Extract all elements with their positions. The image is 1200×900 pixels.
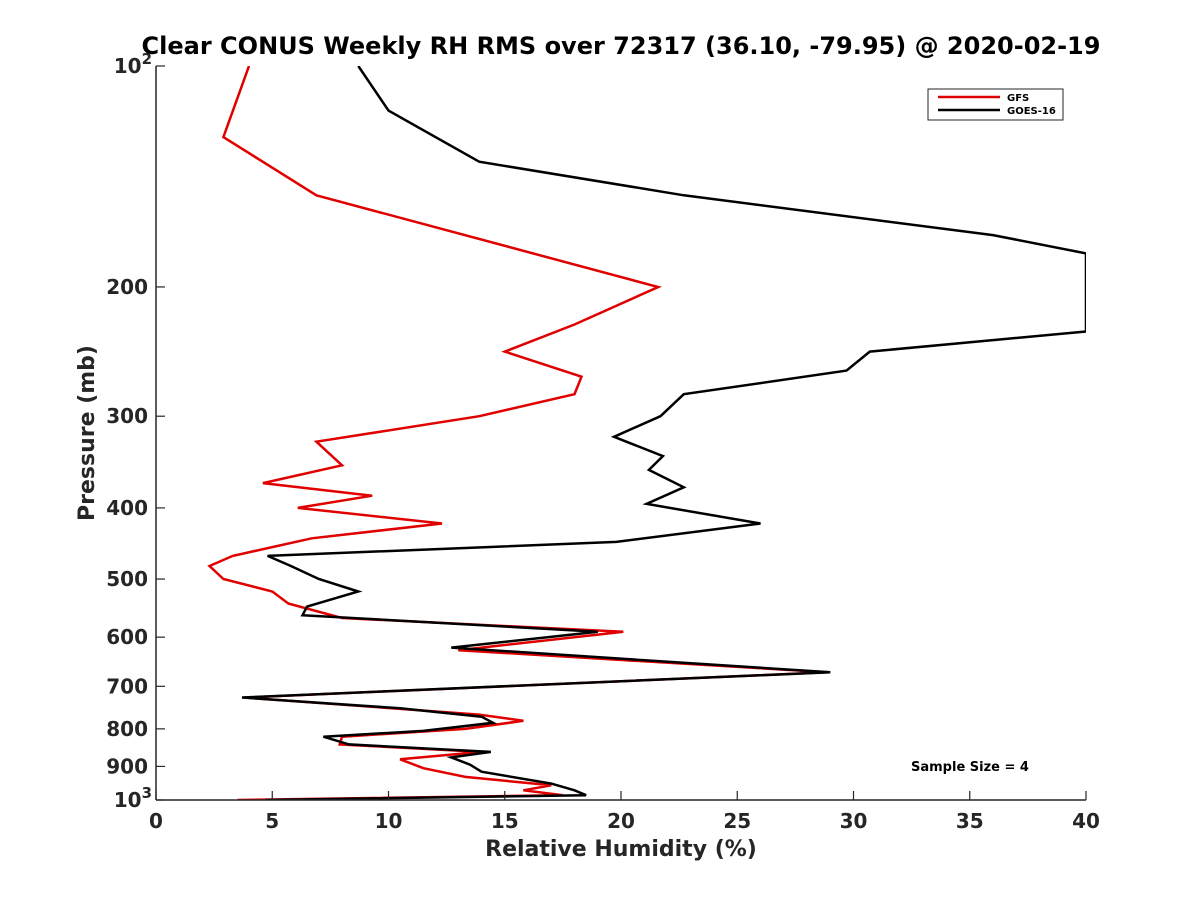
- x-tick-label: 15: [491, 809, 519, 833]
- legend-label-goes16: GOES-16: [1007, 106, 1056, 117]
- y-axis-label: Pressure (mb): [75, 345, 100, 521]
- series-group: [207, 66, 1086, 800]
- y-tick-label: 103: [114, 784, 152, 812]
- x-tick-label: 30: [840, 809, 868, 833]
- x-tick-label: 35: [956, 809, 984, 833]
- y-tick-label: 800: [106, 717, 148, 741]
- y-tick-label: 900: [106, 754, 148, 778]
- sample-size-annotation: Sample Size = 4: [911, 760, 1029, 775]
- y-tick-label: 700: [106, 674, 148, 698]
- y-tick-label: 500: [106, 567, 148, 591]
- y-tick-label: 102: [114, 50, 152, 78]
- x-tick-label: 20: [607, 809, 635, 833]
- y-tick-label: 400: [106, 496, 148, 520]
- legend-label-gfs: GFS: [1007, 93, 1029, 104]
- x-axis-label: Relative Humidity (%): [485, 837, 757, 862]
- x-ticks: 0 5 10 15 20 25 30 35 40: [149, 791, 1100, 833]
- legend: GFS GOES-16: [927, 88, 1064, 121]
- y-tick-label: 200: [106, 275, 148, 299]
- x-tick-label: 0: [149, 809, 163, 833]
- legend-box: [927, 88, 1064, 121]
- x-tick-label: 40: [1072, 809, 1100, 833]
- x-tick-label: 5: [265, 809, 279, 833]
- x-tick-label: 25: [723, 809, 751, 833]
- x-tick-label: 10: [375, 809, 403, 833]
- series-line-goes16: [241, 66, 1086, 800]
- y-ticks: 102 200 300 400 500 600 700 800 900 103: [106, 50, 165, 812]
- y-tick-label: 600: [106, 625, 148, 649]
- chart-title: Clear CONUS Weekly RH RMS over 72317 (36…: [142, 32, 1101, 60]
- series-line-gfs: [207, 66, 828, 800]
- y-tick-label: 300: [106, 404, 148, 428]
